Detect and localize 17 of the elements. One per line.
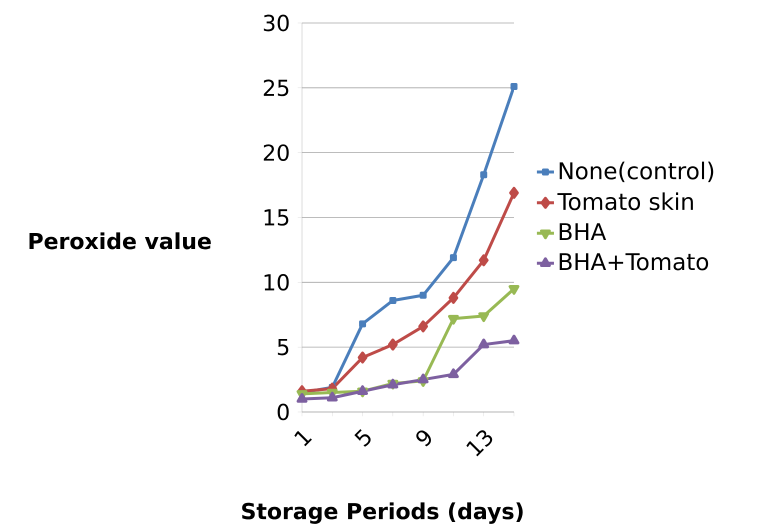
y-tick-label: 5 (278, 338, 288, 356)
legend-label: BHA (560, 223, 606, 240)
x-tick-label: 5 (354, 429, 371, 447)
y-tick-label: 0 (278, 404, 289, 420)
legend-label: None(control) (560, 162, 714, 182)
y-tick-label: 30 (264, 14, 289, 32)
y-axis-title: Peroxide value (30, 232, 211, 250)
x-tick-label: 13 (466, 430, 492, 456)
y-tick-label: 15 (264, 209, 288, 226)
y-tick-label: 20 (264, 144, 289, 161)
y-tick-label: 10 (264, 274, 289, 291)
legend-label: Tomato skin (557, 192, 693, 210)
x-axis-title: Storage Periods (days) (242, 502, 523, 524)
legend-label: BHA+Tomato (560, 253, 708, 270)
y-tick-label: 25 (264, 80, 288, 96)
x-tick-label: 1 (294, 430, 312, 446)
x-tick-label: 9 (416, 430, 431, 446)
